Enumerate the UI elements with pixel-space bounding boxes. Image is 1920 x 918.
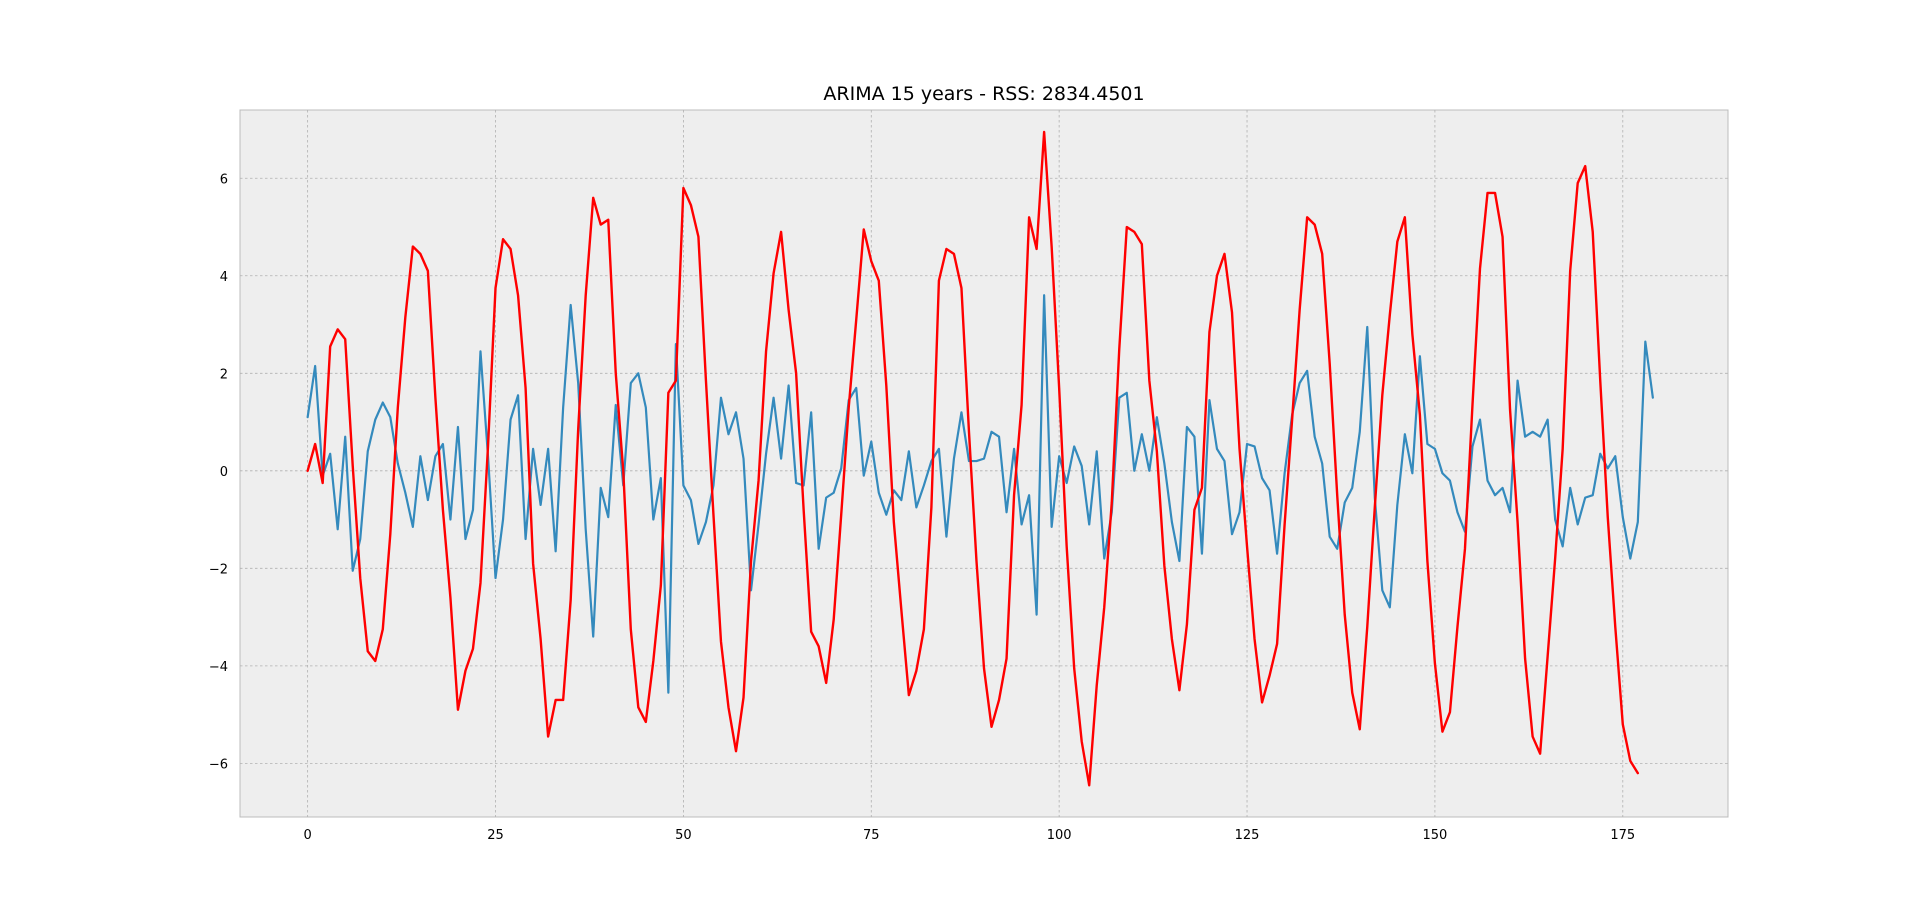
x-tick-label: 175 [1610, 828, 1635, 843]
y-tick-label: 4 [220, 270, 228, 285]
x-tick-label: 50 [675, 828, 692, 843]
x-tick-label: 75 [863, 828, 880, 843]
x-tick-label: 150 [1422, 828, 1447, 843]
y-tick-label: 6 [220, 172, 228, 187]
x-tick-label: 0 [303, 828, 311, 843]
plot-background [239, 109, 1729, 818]
series-line-2 [306, 130, 1640, 787]
chart-title: ARIMA 15 years - RSS: 2834.4501 [823, 83, 1144, 105]
y-tick-label: −6 [209, 757, 228, 772]
series-line-1 [306, 294, 1654, 694]
y-tick-label: −4 [209, 660, 228, 675]
y-tick-label: 2 [220, 367, 228, 382]
x-tick-label: 125 [1235, 828, 1260, 843]
x-tick-label: 100 [1047, 828, 1072, 843]
plot-area: 0 25 50 75 100 125 150 175 −6 −4 −2 0 2 4 6 [209, 109, 1729, 843]
y-tick-label: 0 [220, 465, 228, 480]
y-tick-label: −2 [209, 562, 228, 577]
x-tick-label: 25 [487, 828, 504, 843]
